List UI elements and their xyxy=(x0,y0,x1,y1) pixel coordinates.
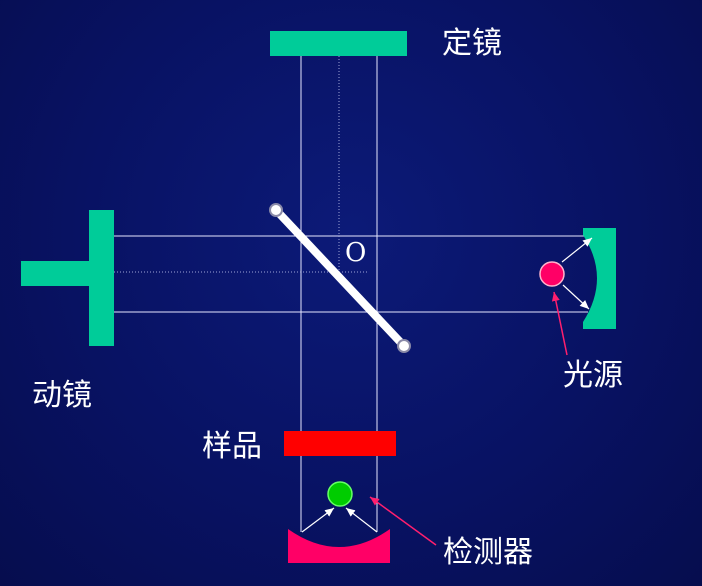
detector-ray-right xyxy=(345,507,378,533)
detector-dot xyxy=(327,481,353,507)
moving-mirror-rod xyxy=(21,261,89,286)
detector-pointer-arrow xyxy=(369,496,437,546)
beam-splitter-end-top xyxy=(269,203,283,217)
source-reflector xyxy=(583,228,616,329)
beam-splitter-end-bottom xyxy=(397,339,411,353)
fixed-mirror xyxy=(270,31,407,56)
axis-lines xyxy=(114,56,369,273)
fixed-mirror-label: 定镜 xyxy=(442,26,502,61)
light-source-dot xyxy=(539,261,565,287)
detector xyxy=(288,481,390,563)
center-point-label: O xyxy=(345,238,367,268)
detector-cup xyxy=(288,529,390,563)
source-ray-down xyxy=(562,284,590,310)
sample xyxy=(284,431,396,456)
light-source-label: 光源 xyxy=(563,358,623,393)
detector-label: 检测器 xyxy=(443,535,533,570)
moving-mirror xyxy=(21,210,114,346)
moving-mirror-label: 动镜 xyxy=(32,378,92,413)
sample-label: 样品 xyxy=(202,429,262,464)
moving-mirror-plate xyxy=(89,210,114,346)
detector-ray-left xyxy=(301,507,335,533)
beam-splitter-plate xyxy=(273,207,407,349)
source-pointer-arrow xyxy=(551,291,568,356)
beam-splitter xyxy=(269,203,411,353)
source-ray-up xyxy=(561,237,593,263)
